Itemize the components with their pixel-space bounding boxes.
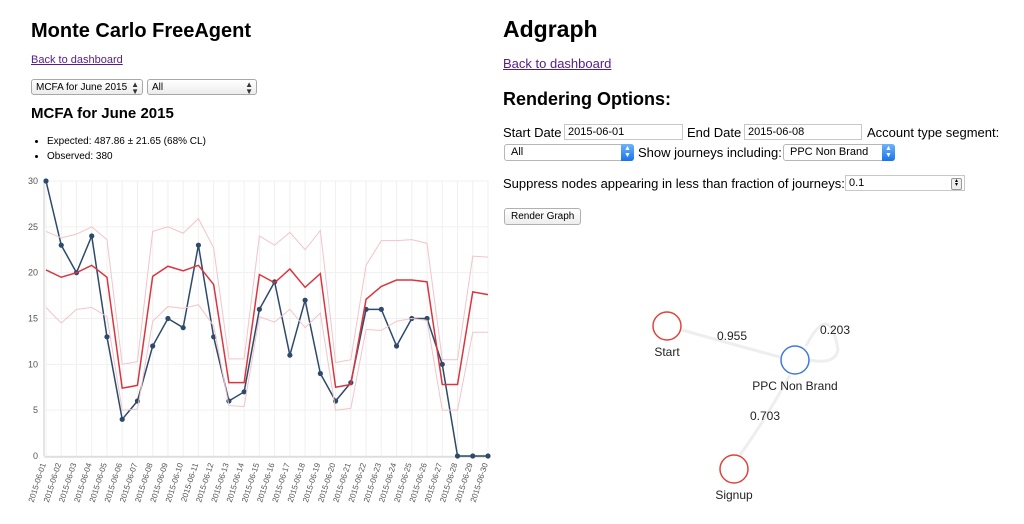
filter-select-value: All [152, 82, 164, 93]
back-to-dashboard-link[interactable]: Back to dashboard [503, 56, 612, 71]
graph-edge [681, 328, 781, 359]
adgraph-title: Adgraph [503, 16, 598, 42]
graph-node-label: PPC Non Brand [752, 379, 837, 393]
end-date-input[interactable]: 2015-06-08 [744, 124, 862, 140]
graph-node-ppc [780, 345, 810, 375]
graph-edge-label: 0.203 [820, 323, 850, 337]
data-point [165, 315, 171, 322]
end-date-label: End Date [687, 125, 742, 140]
mcfa-line-chart: 0510152025302015-06-012015-06-022015-06-… [27, 176, 491, 504]
report-select-value: MCFA for June 2015 [36, 82, 128, 93]
data-point [470, 453, 476, 459]
graph-edge [738, 374, 792, 456]
journeys-select[interactable]: PPC Non Brand ▲ ▼ [783, 144, 895, 161]
report-heading: MCFA for June 2015 [31, 105, 174, 122]
data-point [150, 343, 156, 349]
series-line-expected [45, 264, 489, 390]
adgraph-panel: Adgraph Back to dashboard Rendering Opti… [500, 0, 1024, 524]
y-tick-label: 10 [28, 359, 38, 369]
data-point [226, 398, 232, 404]
y-tick-label: 25 [28, 222, 38, 232]
suppress-fraction-value: 0.1 [849, 177, 865, 189]
data-point [439, 361, 445, 367]
data-point [378, 306, 384, 312]
data-point [302, 297, 308, 303]
filter-select[interactable]: All ▲ ▼ [147, 79, 257, 96]
y-tick-label: 5 [33, 405, 38, 415]
select-arrows-icon: ▲ ▼ [882, 144, 895, 161]
back-to-dashboard-link[interactable]: Back to dashboard [31, 54, 123, 66]
data-point [287, 352, 293, 358]
data-point [211, 334, 217, 340]
graph-edge [804, 322, 840, 363]
start-date-input[interactable]: 2015-06-01 [564, 124, 683, 140]
data-point [317, 370, 323, 377]
graph-edge-label: 0.703 [750, 409, 780, 423]
graph-node-start [652, 311, 682, 341]
data-point [454, 453, 461, 459]
expected-stat: Expected: 487.86 ± 21.65 (68% CL) [47, 134, 206, 149]
suppress-label: Suppress nodes appearing in less than fr… [503, 176, 845, 191]
stepper-icon[interactable]: ▴ ▾ [951, 178, 962, 190]
page-title: Monte Carlo FreeAgent [31, 20, 252, 42]
y-tick-label: 20 [28, 268, 38, 278]
select-arrows-icon: ▲ ▼ [245, 80, 253, 96]
stats-list: Expected: 487.86 ± 21.65 (68% CL) Observ… [31, 134, 206, 164]
segment-label: Account type segment: [867, 125, 1000, 140]
graph-node-label: Signup [715, 488, 753, 502]
data-point [393, 343, 400, 349]
data-point [241, 389, 247, 395]
journeys-label: Show journeys including: [638, 145, 782, 160]
rendering-options-heading: Rendering Options: [503, 89, 671, 109]
graph-node-label: Start [654, 345, 680, 359]
journey-graph: Start PPC Non Brand Signup 0.955 0.203 0.703 [652, 311, 850, 502]
select-arrows-icon: ▲ ▼ [621, 144, 634, 161]
graph-node-signup [719, 454, 749, 484]
y-tick-label: 15 [28, 314, 38, 324]
series-line-upper [45, 217, 489, 365]
data-point [58, 242, 64, 248]
segment-select[interactable]: All ▲ ▼ [504, 144, 634, 161]
data-point [119, 416, 125, 422]
data-point [89, 233, 95, 239]
data-point [104, 334, 110, 340]
data-point [180, 325, 186, 331]
segment-select-value: All [511, 146, 524, 158]
journeys-select-value: PPC Non Brand [790, 146, 869, 158]
graph-edge-label: 0.955 [717, 329, 747, 343]
series-line-lower [45, 304, 488, 411]
mcfa-panel: Monte Carlo FreeAgent Back to dashboard … [0, 0, 500, 524]
observed-stat: Observed: 380 [47, 149, 206, 164]
data-point [256, 306, 262, 312]
start-date-label: Start Date [503, 125, 562, 140]
suppress-fraction-input[interactable]: 0.1 ▴ ▾ [845, 175, 965, 191]
y-tick-label: 30 [28, 176, 38, 186]
data-point [43, 178, 49, 184]
select-arrows-icon: ▲ ▼ [131, 80, 139, 96]
render-graph-button[interactable]: Render Graph [504, 208, 582, 225]
report-select[interactable]: MCFA for June 2015 ▲ ▼ [31, 79, 143, 96]
data-point [485, 453, 491, 459]
y-tick-label: 0 [33, 451, 38, 461]
data-point [195, 242, 202, 248]
